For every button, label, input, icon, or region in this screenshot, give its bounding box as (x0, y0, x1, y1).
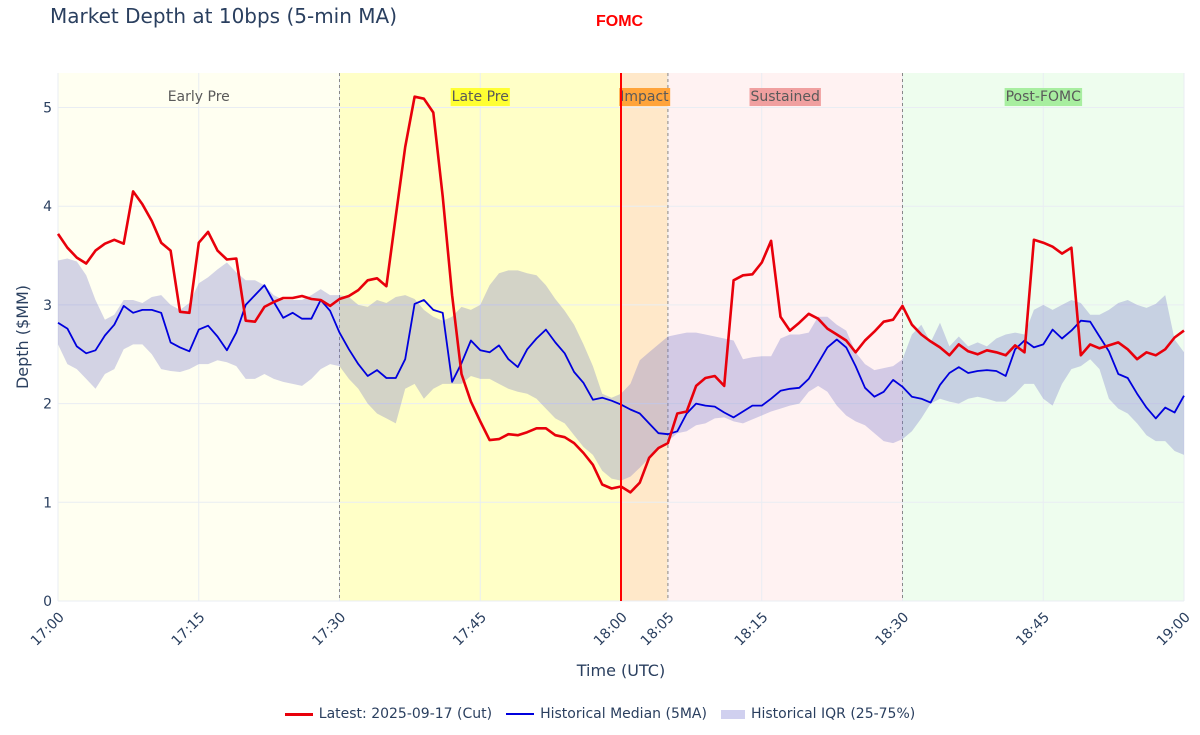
x-tick-label: 17:30 (309, 609, 349, 649)
y-tick-label: 3 (43, 298, 52, 314)
y-tick-label: 1 (43, 495, 52, 511)
x-tick-label: 18:05 (638, 609, 678, 649)
region-label-bg (450, 88, 510, 106)
legend-item-latest[interactable]: Latest: 2025-09-17 (Cut) (284, 706, 493, 722)
region-label-late-pre: Late Pre (450, 88, 510, 106)
region-label-early-pre: Early Pre (168, 89, 230, 105)
x-tick-label: 18:00 (591, 609, 631, 649)
region-label-impact: Impact (619, 88, 671, 106)
y-tick-label: 2 (43, 397, 52, 413)
legend-label-iqr: Historical IQR (25-75%) (750, 706, 916, 722)
x-tick-label: 17:45 (450, 609, 490, 649)
event-label: FOMC (596, 13, 644, 30)
x-tick-label: 18:45 (1013, 609, 1053, 649)
chart-title: Market Depth at 10bps (5-min MA) (50, 4, 398, 28)
y-tick-label: 4 (43, 199, 52, 215)
region-label-text: Impact (620, 89, 669, 105)
region-label-sustained: Sustained (749, 88, 821, 106)
legend-swatch-latest (284, 712, 313, 716)
x-tick-label: 19:00 (1154, 609, 1194, 649)
region-label-post-fomc: Post-FOMC (1004, 88, 1083, 106)
x-axis-title: Time (UTC) (576, 661, 665, 680)
x-tick-label: 18:30 (872, 609, 912, 649)
region-label-text: Post-FOMC (1006, 89, 1081, 105)
legend-item-iqr[interactable]: Historical IQR (25-75%) (720, 706, 916, 722)
y-tick-label: 5 (43, 101, 52, 117)
region-impact (621, 73, 668, 601)
legend-item-median[interactable]: Historical Median (5MA) (506, 706, 707, 722)
region-label-bg (1004, 88, 1083, 106)
legend: Latest: 2025-09-17 (Cut) Historical Medi… (0, 706, 1200, 722)
region-label-text: Early Pre (168, 89, 230, 105)
y-tick-label: 0 (43, 594, 52, 610)
y-axis-title: Depth ($MM) (13, 285, 32, 389)
legend-label-latest: Latest: 2025-09-17 (Cut) (318, 706, 493, 722)
region-label-text: Late Pre (452, 89, 509, 105)
region-label-text: Sustained (751, 89, 820, 105)
iqr-band (58, 258, 1184, 481)
x-tick-label: 17:00 (28, 609, 68, 649)
legend-swatch-median (506, 713, 535, 715)
legend-label-median: Historical Median (5MA) (540, 706, 707, 722)
region-sustained (667, 73, 903, 601)
legend-swatch-iqr (720, 709, 745, 719)
x-tick-label: 17:15 (169, 609, 209, 649)
x-tick-label: 18:15 (732, 609, 772, 649)
region-label-bg (749, 88, 821, 106)
region-label-bg (619, 88, 671, 106)
